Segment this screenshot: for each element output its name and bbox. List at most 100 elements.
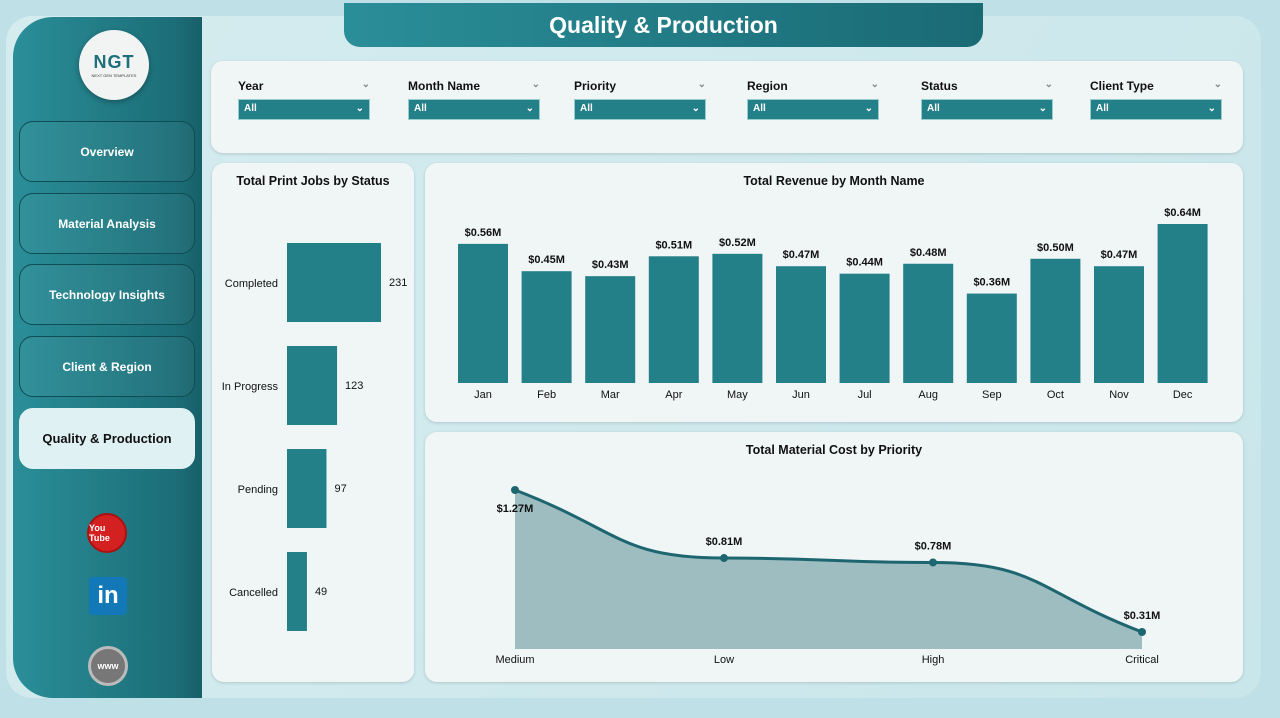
filter-label: Status <box>921 79 958 93</box>
revenue-bar <box>903 263 954 383</box>
filter-dropdown[interactable]: All ⌄ <box>921 99 1053 120</box>
revenue-value: $0.64M <box>1164 207 1201 219</box>
status-bar <box>287 552 307 631</box>
revenue-value: $0.52M <box>719 237 756 249</box>
chevron-down-icon: ⌄ <box>691 103 700 114</box>
cost-value: $0.78M <box>915 540 952 552</box>
chevron-down-icon: ⌄ <box>1207 103 1216 114</box>
filter-0: Year ⌄ All ⌄ <box>238 79 370 120</box>
status-value: 231 <box>389 277 407 289</box>
month-label: Jun <box>792 389 810 401</box>
filter-5: Client Type ⌄ All ⌄ <box>1090 79 1222 120</box>
month-label: Dec <box>1173 389 1193 401</box>
logo-subtitle: NEXT GEN TEMPLATES <box>91 73 137 78</box>
print-jobs-card: Total Print Jobs by Status Completed 231 I… <box>212 163 414 682</box>
sidebar-item-label: Material Analysis <box>58 216 156 231</box>
filter-value: All <box>927 103 940 114</box>
chevron-down-icon[interactable]: ⌄ <box>1044 79 1053 90</box>
filter-value: All <box>1096 103 1109 114</box>
priority-label: Critical <box>1125 654 1159 666</box>
month-label: Jan <box>474 389 492 401</box>
revenue-value: $0.44M <box>846 257 883 269</box>
filter-dropdown[interactable]: All ⌄ <box>408 99 540 120</box>
chevron-down-icon[interactable]: ⌄ <box>1213 79 1222 90</box>
filter-4: Status ⌄ All ⌄ <box>921 79 1053 120</box>
status-value: 49 <box>315 586 327 598</box>
sidebar-item-3[interactable]: Client & Region <box>19 336 195 397</box>
filter-value: All <box>753 103 766 114</box>
chevron-down-icon[interactable]: ⌄ <box>870 79 879 90</box>
cost-value: $0.31M <box>1124 610 1161 622</box>
status-bar <box>287 346 338 425</box>
data-point <box>511 486 519 494</box>
sidebar-item-1[interactable]: Material Analysis <box>19 193 195 254</box>
revenue-bar <box>521 271 572 383</box>
linkedin-icon[interactable]: in <box>89 577 127 615</box>
revenue-bar <box>1094 266 1144 383</box>
chevron-down-icon: ⌄ <box>1038 103 1047 114</box>
revenue-value: $0.50M <box>1037 242 1074 254</box>
status-bar <box>287 243 381 322</box>
chevron-down-icon[interactable]: ⌄ <box>531 79 540 90</box>
revenue-value: $0.48M <box>910 247 947 259</box>
cost-line <box>514 488 1143 634</box>
globe-icon[interactable]: www <box>88 646 128 686</box>
sidebar-item-4[interactable]: Quality & Production <box>19 408 195 469</box>
filter-2: Priority ⌄ All ⌄ <box>574 79 706 120</box>
filter-value: All <box>244 103 257 114</box>
page-title: Quality & Production <box>344 3 983 47</box>
filter-dropdown[interactable]: All ⌄ <box>1090 99 1222 120</box>
filter-dropdown[interactable]: All ⌄ <box>238 99 370 120</box>
sidebar-item-label: Technology Insights <box>49 287 165 302</box>
filter-value: All <box>414 103 427 114</box>
month-label: Mar <box>601 389 620 401</box>
sidebar-item-2[interactable]: Technology Insights <box>19 264 195 325</box>
sidebar-item-label: Quality & Production <box>42 431 172 446</box>
month-label: Jul <box>858 389 872 401</box>
revenue-bar <box>458 243 508 383</box>
priority-label: Medium <box>495 654 534 666</box>
revenue-value: $0.43M <box>592 259 629 271</box>
revenue-bar <box>712 253 763 383</box>
material-cost-title: Total Material Cost by Priority <box>745 443 923 457</box>
filter-dropdown[interactable]: All ⌄ <box>574 99 706 120</box>
status-value: 123 <box>345 380 363 392</box>
cost-value: $1.27M <box>497 503 534 515</box>
chevron-down-icon[interactable]: ⌄ <box>361 79 370 90</box>
chevron-down-icon: ⌄ <box>525 103 534 114</box>
chevron-down-icon: ⌄ <box>864 103 873 114</box>
revenue-value: $0.36M <box>973 277 1010 289</box>
priority-label: Low <box>714 654 734 666</box>
filter-dropdown[interactable]: All ⌄ <box>747 99 879 120</box>
filter-3: Region ⌄ All ⌄ <box>747 79 879 120</box>
filter-panel: Year ⌄ All ⌄ Month Name ⌄ All ⌄ Priority ⌄ All ⌄ Reg… <box>211 61 1243 153</box>
filter-label: Client Type <box>1090 79 1154 93</box>
month-label: Oct <box>1047 389 1064 401</box>
month-label: May <box>727 389 748 401</box>
data-point <box>929 558 937 567</box>
revenue-value: $0.45M <box>528 254 565 266</box>
month-label: Nov <box>1109 389 1129 401</box>
sidebar-item-0[interactable]: Overview <box>19 121 195 182</box>
revenue-title: Total Revenue by Month Name <box>743 174 925 188</box>
area-fill <box>515 490 1142 649</box>
revenue-bar <box>966 293 1017 383</box>
status-label: In Progress <box>222 381 279 393</box>
revenue-value: $0.47M <box>783 249 820 261</box>
cost-value: $0.81M <box>706 536 743 548</box>
status-label: Pending <box>238 484 278 496</box>
revenue-bar <box>839 273 890 383</box>
chevron-down-icon: ⌄ <box>355 103 364 114</box>
month-label: Sep <box>982 389 1002 401</box>
revenue-value: $0.56M <box>465 227 502 239</box>
revenue-value: $0.47M <box>1101 249 1138 261</box>
revenue-value: $0.51M <box>655 239 692 251</box>
filter-label: Year <box>238 79 264 93</box>
month-label: Apr <box>665 389 682 401</box>
chevron-down-icon[interactable]: ⌄ <box>697 79 706 90</box>
status-bar <box>287 449 327 528</box>
youtube-icon[interactable]: You Tube <box>87 513 127 553</box>
status-label: Cancelled <box>229 587 278 599</box>
revenue-bar <box>1030 258 1081 383</box>
month-label: Feb <box>537 389 556 401</box>
